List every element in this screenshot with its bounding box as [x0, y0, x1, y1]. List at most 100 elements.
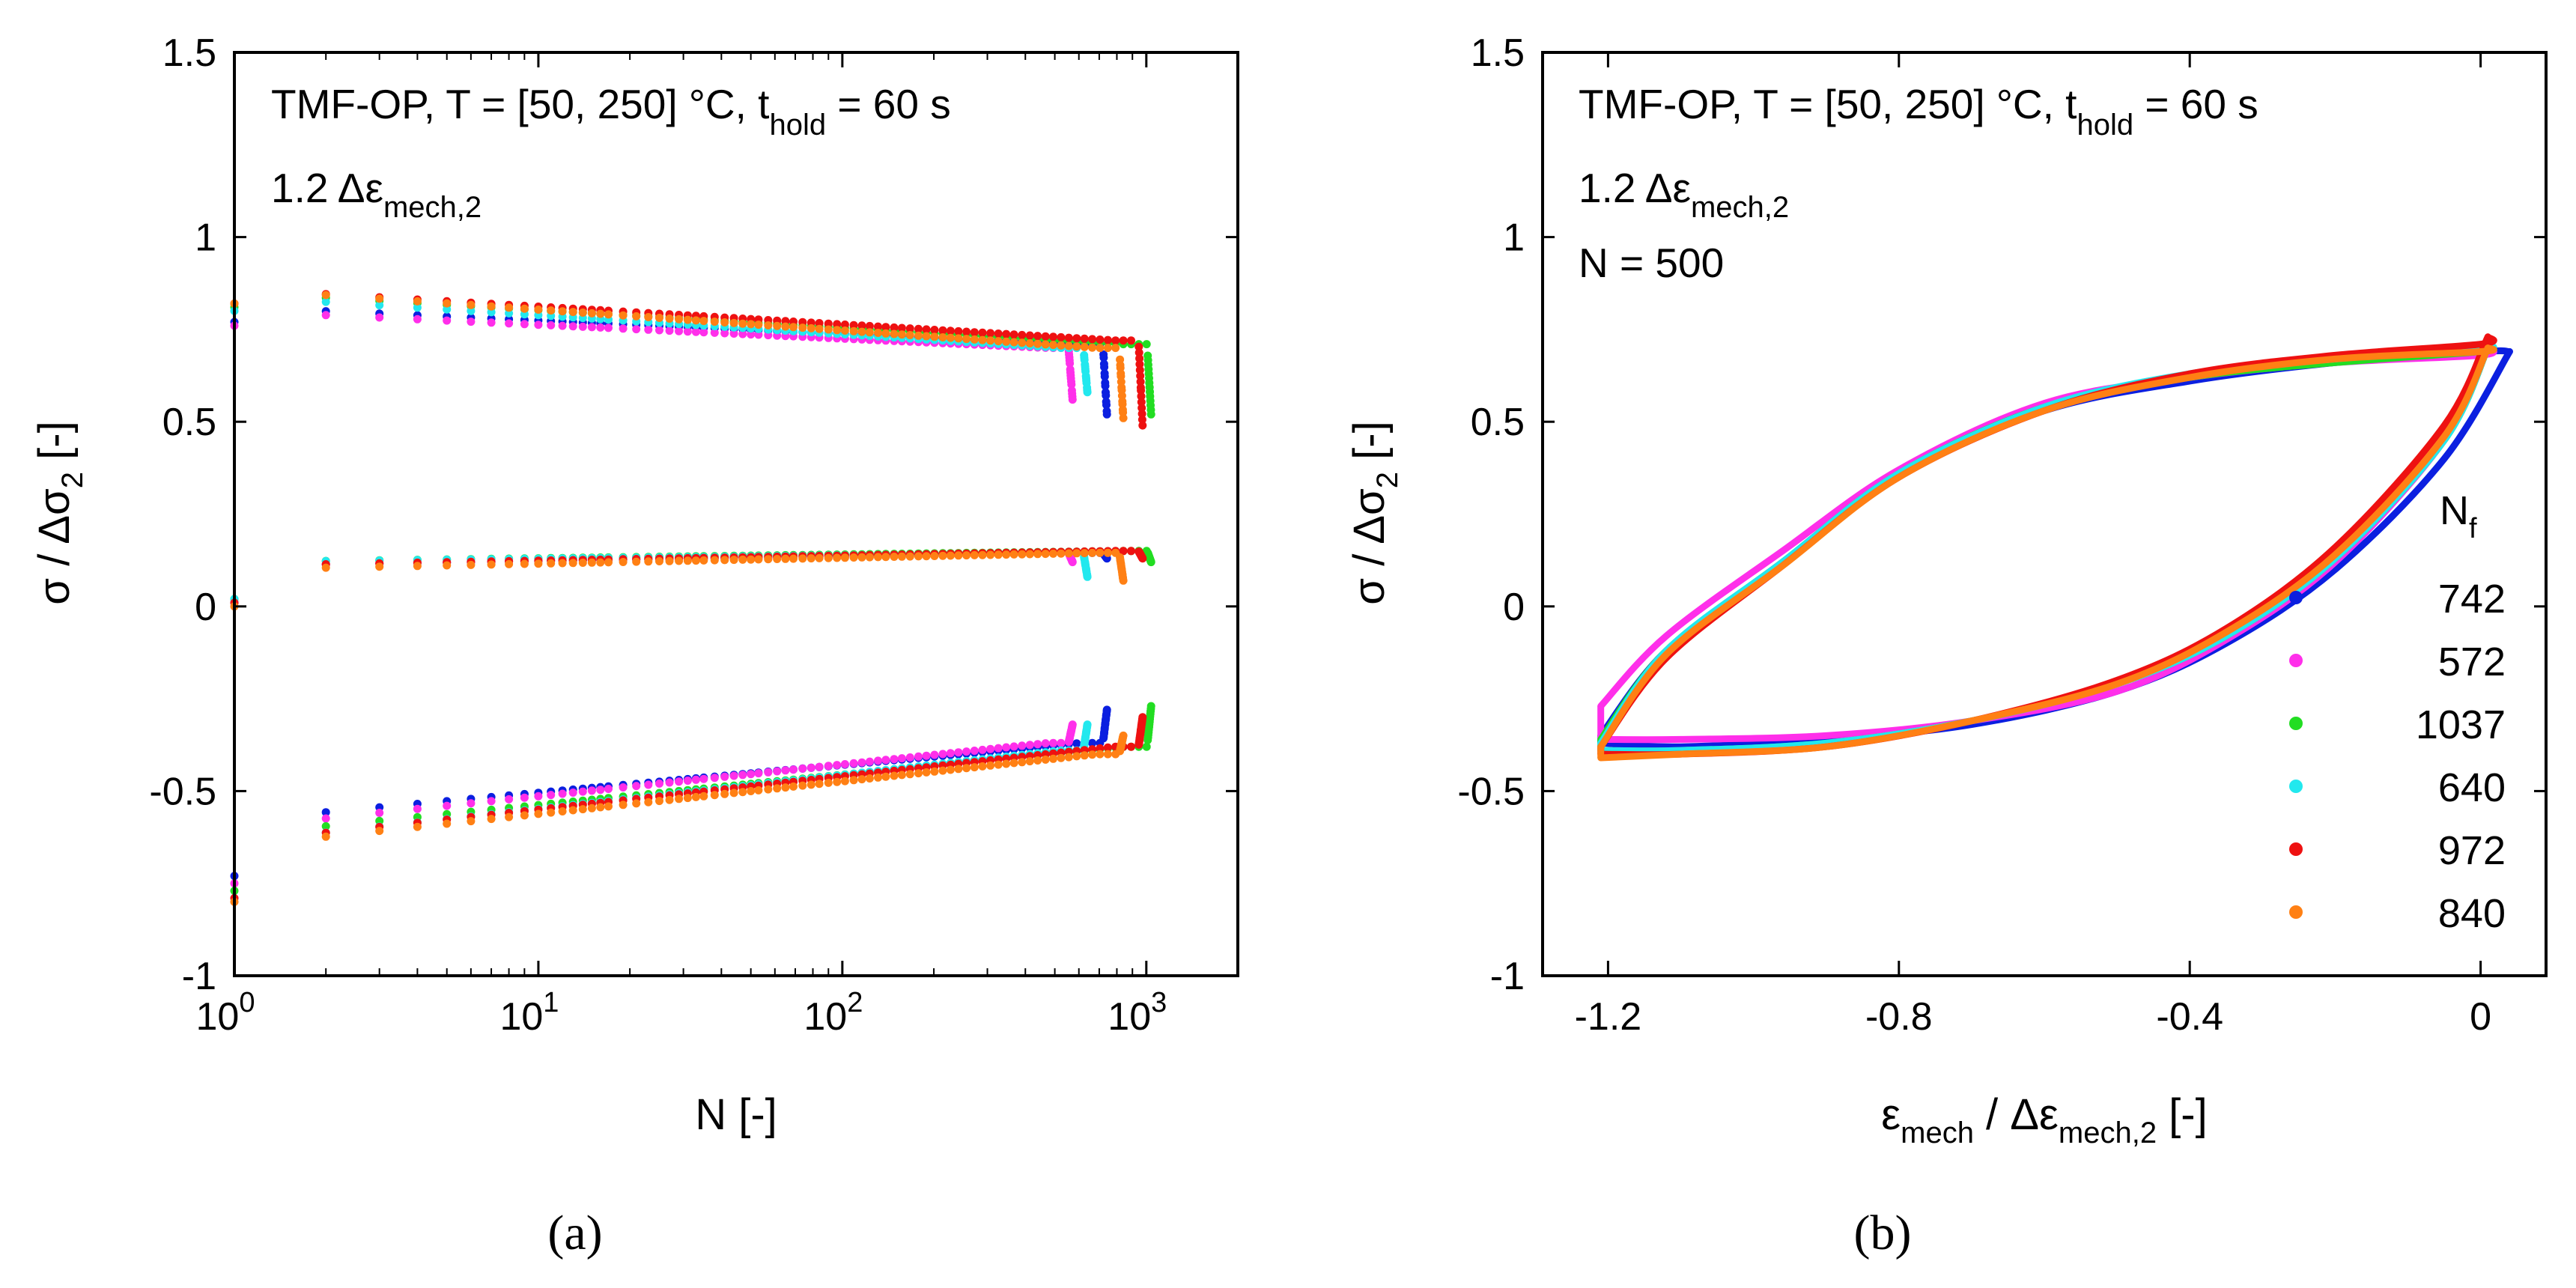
- a-point-572-min-59: [986, 744, 995, 753]
- a-point-572-min-67: [1049, 738, 1057, 747]
- a-point-572-max-6: [487, 318, 496, 327]
- a-point-640-max-84: [1083, 388, 1092, 397]
- a-point-840-mean-20: [655, 557, 663, 565]
- a-point-840-min-25: [699, 792, 708, 801]
- a-point-840-min-20: [655, 797, 663, 806]
- a-point-840-max-35: [789, 323, 798, 332]
- a-point-572-max-4: [443, 316, 452, 325]
- a-point-572-min-16: [604, 785, 613, 793]
- a-point-840-mean-33: [773, 555, 782, 563]
- a-series-840-mean: [230, 548, 1128, 611]
- a-point-972-max-53: [938, 326, 947, 335]
- a-point-572-min-49: [905, 753, 914, 762]
- a-point-972-max-87: [1137, 392, 1146, 401]
- a-point-572-min-20: [655, 779, 663, 788]
- a-point-840-mean-48: [897, 552, 906, 561]
- a-point-972-max-67: [1049, 332, 1057, 341]
- a-point-972-max-45: [874, 322, 882, 331]
- a-point-840-max-12: [568, 308, 577, 317]
- a-point-840-max-20: [655, 314, 663, 322]
- a-point-572-max-30: [747, 330, 756, 339]
- a-point-840-min-27: [720, 789, 729, 798]
- a-point-742-max-81: [1101, 381, 1110, 390]
- a-point-840-max-29: [738, 319, 747, 328]
- a-point-572-max-17: [619, 324, 628, 333]
- a-point-840-min-35: [789, 782, 798, 791]
- a-point-572-max-83: [1068, 395, 1077, 404]
- a-series-972-min: [230, 713, 1147, 902]
- a-point-572-max-13: [578, 322, 587, 331]
- a-point-840-max-48: [897, 330, 906, 339]
- a-point-572-min-25: [699, 774, 708, 783]
- a-point-572-min-13: [578, 787, 587, 796]
- a-point-840-min-50: [914, 769, 923, 778]
- a-point-572-min-83: [1068, 720, 1077, 729]
- a-point-840-mean-5: [467, 560, 476, 569]
- a-point-572-min-4: [443, 801, 452, 810]
- a-point-972-max-68: [1057, 332, 1066, 341]
- a-point-840-max-9: [534, 306, 543, 314]
- a-point-572-min-5: [467, 799, 476, 808]
- a-point-840-min-66: [1041, 755, 1050, 764]
- a-point-572-min-27: [720, 772, 729, 781]
- a-point-840-mean-37: [806, 554, 815, 563]
- a-point-840-min-17: [619, 801, 628, 809]
- a-point-572-min-32: [764, 768, 773, 777]
- a-point-840-max-5: [467, 300, 476, 309]
- a-point-572-min-23: [683, 777, 692, 785]
- a-point-972-max-50: [914, 324, 923, 333]
- a-point-972-max-46: [881, 323, 890, 332]
- a-point-840-mean-41: [840, 553, 849, 562]
- b-ytick-label-5: -1: [1490, 955, 1525, 998]
- a-point-840-min-47: [890, 771, 899, 780]
- a-point-840-mean-36: [798, 554, 807, 563]
- a-point-742-max-77: [1100, 362, 1109, 371]
- panel-b-annotation-line2: 1.2 Δεmech,2: [1579, 165, 1789, 224]
- a-point-840-min-24: [691, 792, 700, 801]
- a-point-840-min-59: [986, 761, 995, 770]
- a-point-840-mean-34: [781, 554, 790, 563]
- a-point-840-mean-16: [604, 558, 613, 567]
- panel-a-caption: (a): [547, 1206, 602, 1260]
- a-point-1037-max-79: [1142, 340, 1151, 349]
- a-point-840-max-38: [815, 324, 824, 333]
- a-point-840-min-65: [1033, 756, 1042, 765]
- a-point-840-max-17: [619, 311, 628, 320]
- a-point-572-max-10: [547, 321, 556, 329]
- a-point-840-mean-27: [720, 556, 729, 565]
- a-point-840-mean-64: [1025, 550, 1034, 559]
- a-xtick-label-0: 100: [196, 987, 255, 1039]
- a-point-742-min-70: [1072, 739, 1081, 748]
- a-point-972-max-60: [994, 329, 1003, 338]
- panel-b-annotation-line1: TMF-OP, T = [50, 250] °C, thold = 60 s: [1579, 81, 2258, 142]
- a-point-572-min-64: [1025, 741, 1034, 750]
- a-point-840-mean-73: [1096, 548, 1105, 557]
- a-point-572-min-43: [857, 758, 866, 767]
- a-point-972-max-57: [970, 328, 979, 337]
- panel-b-x-axis-label: εmech / Δεmech,2 [-]: [1881, 1090, 2207, 1149]
- a-point-572-max-73: [1066, 359, 1075, 368]
- a-point-572-min-62: [1009, 742, 1018, 751]
- a-point-572-max-22: [675, 326, 684, 335]
- a-point-840-min-45: [874, 773, 882, 782]
- a-series-640-min: [230, 720, 1092, 902]
- a-point-840-mean-69: [1064, 549, 1073, 558]
- a-ytick-label-1: 1: [195, 216, 216, 260]
- a-point-840-min-2: [375, 827, 384, 836]
- a-point-972-max-81: [1135, 359, 1144, 368]
- a-point-742-min-1: [321, 808, 330, 817]
- a-point-840-mean-68: [1057, 549, 1066, 558]
- a-point-972-max-63: [1018, 330, 1027, 339]
- a-point-840-mean-70: [1072, 549, 1081, 558]
- a-point-840-max-31: [754, 321, 763, 329]
- a-point-572-min-1: [321, 814, 330, 823]
- a-point-572-mean-83: [1068, 558, 1077, 567]
- a-point-972-min-92: [1138, 713, 1147, 722]
- a-point-840-min-57: [970, 763, 979, 772]
- a-point-572-min-28: [729, 771, 738, 780]
- a-point-840-min-33: [773, 784, 782, 793]
- a-point-840-mean-56: [962, 551, 971, 560]
- a-point-840-min-64: [1025, 757, 1034, 766]
- legend-label-640: 640: [2438, 765, 2506, 810]
